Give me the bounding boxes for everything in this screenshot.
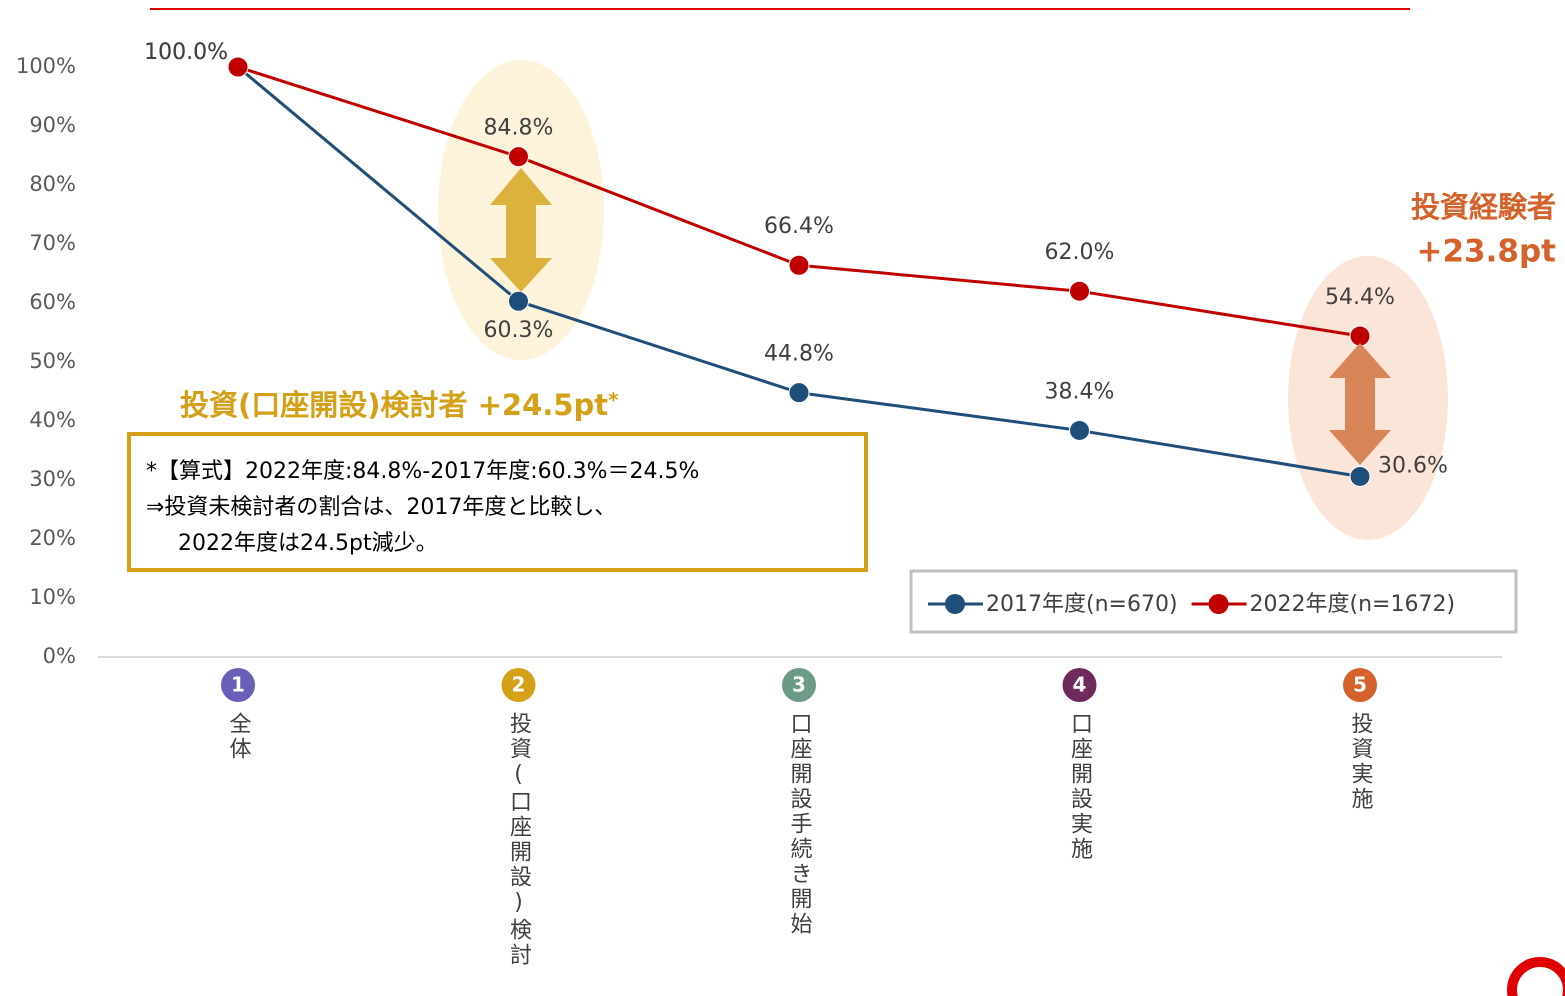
y-tick-label: 40%	[29, 408, 76, 432]
category-badge	[221, 668, 255, 702]
annotation: 投資経験者	[1411, 190, 1556, 224]
annotation: +23.8pt	[1417, 234, 1557, 270]
y-tick-label: 0%	[43, 644, 76, 668]
y-tick-label: 70%	[29, 231, 76, 255]
data-label: 60.3%	[484, 318, 554, 343]
category-badge-label: 2	[512, 673, 526, 697]
x-tick-label: 投資(口座開設)検討	[506, 712, 532, 968]
x-tick-label: 口座開設実施	[1067, 712, 1093, 862]
marker	[1069, 419, 1090, 441]
category-badge	[782, 668, 816, 702]
x-tick-label: 口座開設手続き開始	[787, 712, 813, 937]
category-badge	[501, 668, 536, 702]
legend-marker	[945, 594, 965, 614]
legend-marker	[1208, 594, 1229, 614]
formula-box	[127, 432, 868, 572]
y-tick-label: 60%	[29, 290, 76, 314]
category-badge-label: 4	[1073, 673, 1087, 697]
annotation: 投資(口座開設)検討者 +24.5pt*	[180, 388, 619, 423]
data-label: 54.4%	[1325, 285, 1395, 310]
marker	[1349, 465, 1371, 487]
data-label: 38.4%	[1045, 379, 1115, 404]
y-tick-label: 30%	[29, 467, 76, 491]
y-tick-label: 20%	[29, 526, 76, 550]
data-label: 62.0%	[1045, 240, 1115, 265]
x-tick-label: 投資実施	[1348, 712, 1374, 812]
y-tick-label: 80%	[29, 172, 76, 196]
data-label: 44.8%	[764, 342, 834, 367]
plot: 0% 10% 20% 30% 40% 50% 60% 70% 80% 90% 100% 1 全体 2 投資(…	[16, 40, 1502, 968]
marker	[788, 254, 810, 276]
gap-arrow	[490, 168, 552, 292]
gap-arrow	[1329, 343, 1391, 465]
marker	[508, 290, 529, 312]
marker	[508, 146, 529, 168]
y-tick-label: 100%	[16, 54, 76, 78]
data-label: 66.4%	[764, 214, 834, 239]
data-label: 84.8%	[484, 116, 554, 141]
annotation-text: 投資(口座開設)検討者 +24.5pt	[180, 388, 608, 422]
logo	[1507, 957, 1565, 996]
marker	[1069, 280, 1090, 302]
category-badge-label: 3	[792, 673, 806, 697]
marker	[788, 382, 810, 404]
category-badge	[1062, 668, 1097, 702]
category-badge-label: 1	[231, 673, 245, 697]
y-tick-label: 10%	[29, 585, 76, 609]
data-label: 30.6%	[1378, 453, 1448, 478]
formula-text: *【算式】2022年度:84.8%-2017年度:60.3%＝24.5%	[146, 459, 699, 484]
legend-entries: 2017年度(n=670) 2022年度(n=1672)	[928, 592, 1455, 617]
y-tick-label: 50%	[29, 349, 76, 373]
annotation-mark: *	[608, 388, 619, 412]
data-label: 100.0%	[144, 40, 228, 65]
formula-text: 2022年度は24.5pt減少。	[178, 531, 438, 556]
y-tick-label: 90%	[29, 113, 76, 137]
marker	[227, 56, 249, 78]
legend-label: 2022年度(n=1672)	[1250, 592, 1456, 617]
formula-text: ⇒投資未検討者の割合は、2017年度と比較し、	[146, 495, 616, 520]
legend-label: 2017年度(n=670)	[986, 592, 1178, 617]
category-badge	[1343, 668, 1377, 702]
x-tick-label: 全体	[226, 712, 252, 762]
line	[237, 65, 1361, 338]
category-badge-label: 5	[1353, 673, 1367, 697]
data-label: 100.0%	[144, 40, 228, 65]
